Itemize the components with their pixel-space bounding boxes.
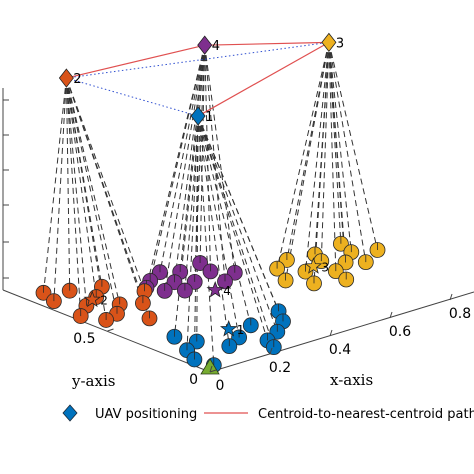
- beam-line-3-12: [328, 42, 378, 251]
- y-tick-mark-1: [107, 328, 114, 332]
- uav-diamond-1: [190, 106, 206, 126]
- beam-line-1-11: [197, 115, 280, 312]
- x-tick-mark-0: [209, 365, 213, 373]
- beam-line-2-4: [65, 78, 87, 306]
- beam-line-2-8: [65, 77, 103, 287]
- beam-line-1-12: [197, 115, 275, 348]
- uav-markers: 1 2 3 4: [58, 32, 344, 126]
- beam-line-2-5: [65, 77, 121, 305]
- x-tick-mark-2: [329, 329, 333, 337]
- uav-label-3: 3: [336, 36, 344, 51]
- x-tick-label-3: 0.6: [389, 324, 411, 340]
- x-tick-label-0: 0: [216, 378, 225, 394]
- beam-line-4-9: [204, 45, 226, 282]
- centroid-star-4: [206, 280, 224, 298]
- beam-line-3-6: [328, 42, 367, 263]
- beam-line-1-9: [197, 115, 252, 326]
- beam-line-2-11: [43, 78, 67, 293]
- y-tick-label-1: 0.5: [73, 331, 95, 347]
- uav-label-2: 2: [73, 72, 81, 87]
- x-tick-mark-4: [449, 293, 453, 301]
- red-path-1: [204, 41, 329, 46]
- blue-path-0: [66, 77, 199, 117]
- ground-axes: [2, 289, 474, 373]
- centroid-star-3: [304, 257, 323, 274]
- centroid-stars: 1 2 3 4: [83, 257, 329, 375]
- beam-line-4-2: [184, 45, 206, 291]
- legend-diamond-marker: [62, 404, 78, 422]
- beam-line-4-11: [149, 45, 206, 281]
- beam-line-1-7: [197, 115, 268, 341]
- axis-ticks: 0 0.2 0.4 0.6 0.8 0 0.5: [73, 293, 471, 394]
- red-path-2: [197, 41, 330, 117]
- uav-diamond-3: [321, 32, 337, 53]
- beam-line-4-1: [164, 45, 206, 291]
- beam-line-1-3: [196, 116, 199, 342]
- y-tick-label-0: 0: [189, 372, 198, 388]
- red-path-0: [66, 44, 205, 79]
- z-axis: [2, 88, 9, 290]
- beam-line-3-9: [314, 42, 330, 255]
- beam-line-2-2: [65, 77, 118, 314]
- uav-paths: [66, 41, 330, 117]
- y-tick-mark-0: [209, 369, 217, 373]
- uav-diamond-4: [197, 35, 213, 55]
- beam-line-2-0: [65, 78, 82, 317]
- legend: UAV positioning Centroid-to-nearest-cent…: [62, 404, 474, 422]
- centroid-label-1: 1: [237, 323, 245, 337]
- centroid-star-1: [220, 319, 238, 337]
- legend-label-uav: UAV positioning: [95, 407, 197, 422]
- beam-line-4-10: [204, 45, 236, 273]
- beam-line-2-12: [65, 77, 145, 292]
- y-axis-label: y-axis: [71, 372, 115, 390]
- beam-line-2-9: [65, 78, 71, 291]
- beam-line-2-10: [53, 78, 67, 302]
- centroid-star-2: [83, 290, 102, 308]
- beam-line-1-0: [197, 116, 215, 366]
- uav-label-1: 1: [205, 110, 213, 125]
- x-tick-label-2: 0.4: [329, 342, 351, 358]
- beam-line-4-6: [204, 45, 211, 272]
- centroid-label-3: 3: [321, 260, 329, 274]
- x-tick-mark-1: [269, 347, 273, 355]
- beam-line-3-10: [286, 42, 330, 261]
- beam-line-3-11: [276, 42, 330, 269]
- beam-line-4-5: [179, 45, 206, 272]
- centroid-label-4: 4: [223, 284, 231, 298]
- beam-line-1-5: [197, 115, 230, 347]
- beam-line-1-2: [186, 116, 199, 351]
- x-axis-label: x-axis: [330, 371, 373, 389]
- beam-line-4-7: [199, 45, 206, 264]
- blue-path-1: [66, 41, 329, 79]
- beam-line-3-3: [328, 42, 337, 272]
- beam-line-3-4: [320, 42, 330, 262]
- beam-line-2-6: [65, 77, 97, 298]
- x-tick-label-1: 0.2: [269, 360, 291, 376]
- beam-line-1-8: [197, 115, 278, 332]
- user-points: [35, 235, 386, 374]
- uav-label-4: 4: [212, 39, 220, 54]
- x-tick-mark-3: [389, 311, 393, 319]
- beam-line-3-0: [285, 42, 330, 281]
- uav-diamond-2: [58, 68, 74, 88]
- beam-line-1-4: [173, 115, 199, 337]
- beam-line-4-8: [159, 45, 206, 273]
- x-tick-label-4: 0.8: [449, 306, 471, 322]
- beam-line-1-6: [197, 115, 240, 338]
- beam-line-3-7: [328, 42, 352, 253]
- beam-lines: [43, 42, 378, 366]
- legend-label-path: Centroid-to-nearest-centroid path: [258, 407, 474, 422]
- centroid-label-2: 2: [100, 294, 108, 308]
- beam-line-3-2: [305, 42, 330, 272]
